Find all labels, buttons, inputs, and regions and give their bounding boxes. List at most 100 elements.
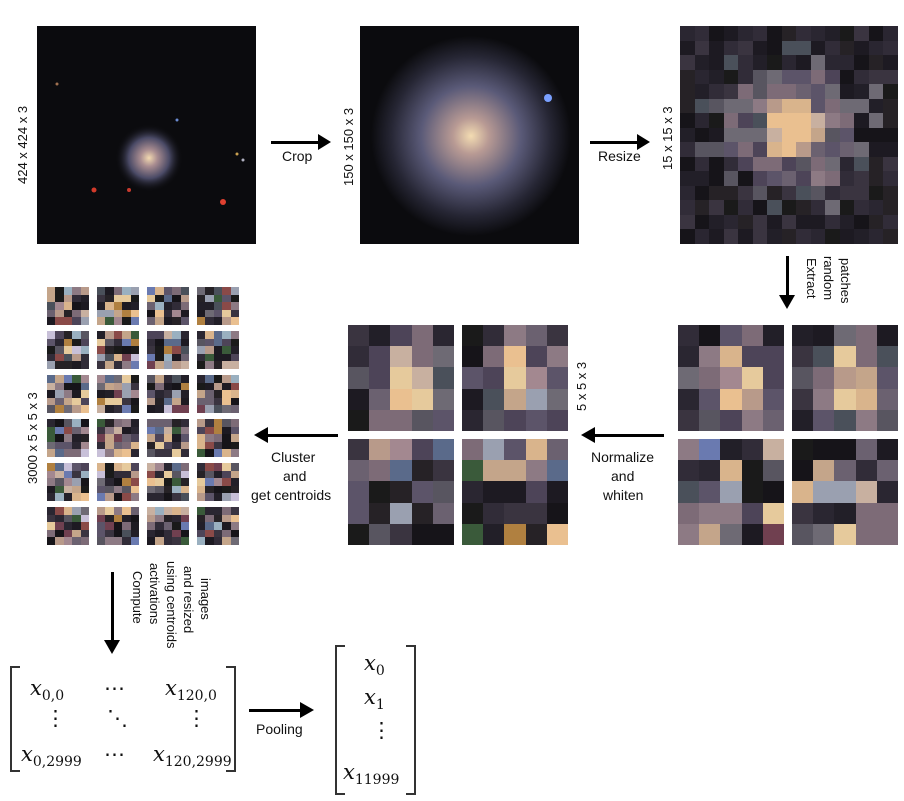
patch-pixel — [762, 388, 784, 410]
centroid-pixel — [105, 309, 114, 318]
patch-pixel — [483, 460, 505, 482]
centroid-pixel — [222, 331, 231, 339]
pixel-cell — [709, 171, 724, 186]
centroid-pixel — [105, 361, 114, 369]
centroid-patch — [97, 331, 139, 369]
patch-pixel — [462, 325, 484, 347]
raw-patch — [792, 325, 898, 431]
centroid-pixel — [113, 390, 123, 398]
centroid-pixel — [147, 294, 156, 303]
centroid-pixel — [55, 397, 64, 406]
centroid-pixel — [63, 353, 73, 362]
centroid-pixel — [205, 302, 214, 310]
centroid-pixel — [205, 353, 214, 362]
centroid-patch — [47, 331, 89, 369]
normalize-label-1: Normalize — [591, 449, 655, 465]
pixel-cell — [752, 142, 768, 157]
centroid-pixel — [122, 382, 131, 391]
raw-patch — [678, 439, 784, 545]
centroid-pixel — [172, 463, 181, 471]
patch-pixel — [504, 481, 526, 503]
pixel-cell — [883, 229, 898, 244]
centroid-pixel — [172, 361, 181, 369]
centroid-pixel — [230, 463, 239, 471]
centroid-pixel — [47, 478, 56, 486]
centroid-pixel — [205, 537, 214, 545]
patch-pixel — [762, 523, 784, 545]
centroid-patch — [147, 331, 189, 369]
pixel-cell — [839, 185, 855, 201]
pixel-cell — [680, 69, 695, 85]
patch-pixel — [432, 439, 454, 461]
matrix-cell-r0c2: x120,0 — [165, 676, 217, 705]
centroid-pixel — [130, 331, 139, 339]
pixel-cell — [680, 156, 695, 172]
patch-pixel — [678, 346, 700, 368]
extract-arrow-head — [779, 295, 795, 309]
patch-pixel — [876, 439, 898, 461]
centroid-pixel — [155, 317, 164, 325]
patch-pixel — [390, 502, 412, 524]
centroid-pixel — [72, 353, 81, 362]
centroid-pixel — [230, 441, 239, 450]
pixel-cell — [738, 171, 753, 186]
pixel-cell — [796, 113, 811, 128]
centroid-pixel — [80, 331, 89, 339]
pixel-cell — [694, 98, 710, 114]
centroid-pixel — [180, 493, 189, 501]
pixel-cell — [767, 55, 782, 70]
patch-pixel — [762, 346, 784, 368]
patch-pixel — [390, 409, 412, 431]
centroid-pixel — [180, 361, 189, 369]
centroid-pixel — [63, 375, 73, 383]
patch-pixel — [525, 439, 547, 461]
centroid-pixel — [122, 390, 131, 398]
centroid-pixel — [63, 470, 73, 479]
centroid-pixel — [222, 294, 231, 303]
centroid-pixel — [222, 375, 231, 383]
centroid-pixel — [130, 419, 139, 427]
centroid-pixel — [147, 338, 156, 347]
centroid-pixel — [147, 287, 156, 295]
matrix-left-bracket — [10, 666, 20, 772]
centroid-pixel — [230, 338, 239, 347]
pixel-cell — [781, 229, 797, 244]
centroid-pixel — [172, 507, 181, 515]
pixel-cell — [680, 142, 695, 157]
centroid-patch — [197, 419, 239, 457]
patch-pixel — [792, 346, 814, 368]
centroid-patch — [147, 463, 189, 501]
centroid-pixel — [163, 463, 173, 471]
extract-label-line-2: random — [821, 256, 836, 301]
patch-pixel — [546, 460, 568, 482]
centroid-pixel — [147, 382, 156, 391]
pixel-cell — [810, 200, 826, 215]
centroid-pixel — [105, 434, 114, 442]
centroid-pixel — [113, 331, 123, 339]
centroid-pixel — [205, 478, 214, 486]
centroid-pixel — [172, 426, 181, 435]
centroid-pixel — [113, 514, 123, 523]
pixel-cell — [752, 229, 768, 244]
pixel-cell — [723, 214, 739, 230]
centroid-pixel — [197, 419, 206, 427]
patch-pixel — [813, 388, 835, 410]
patch-pixel — [741, 523, 763, 545]
patch-pixel — [504, 523, 526, 545]
centroid-pixel — [55, 331, 64, 339]
centroid-pixel — [213, 331, 223, 339]
centroid-pixel — [97, 405, 106, 413]
centroid-pixel — [47, 485, 56, 494]
centroid-pixel — [147, 514, 156, 523]
centroid-pixel — [163, 434, 173, 442]
centroid-pixel — [130, 338, 139, 347]
centroid-pixel — [63, 317, 73, 325]
pixel-cell — [752, 98, 768, 114]
centroid-pixel — [105, 449, 114, 457]
pixel-cell — [767, 98, 782, 114]
pixel-cell — [752, 69, 768, 85]
pixel-cell — [767, 229, 782, 244]
centroid-pixel — [147, 478, 156, 486]
centroid-pixel — [130, 309, 139, 318]
patch-pixel — [834, 325, 856, 347]
